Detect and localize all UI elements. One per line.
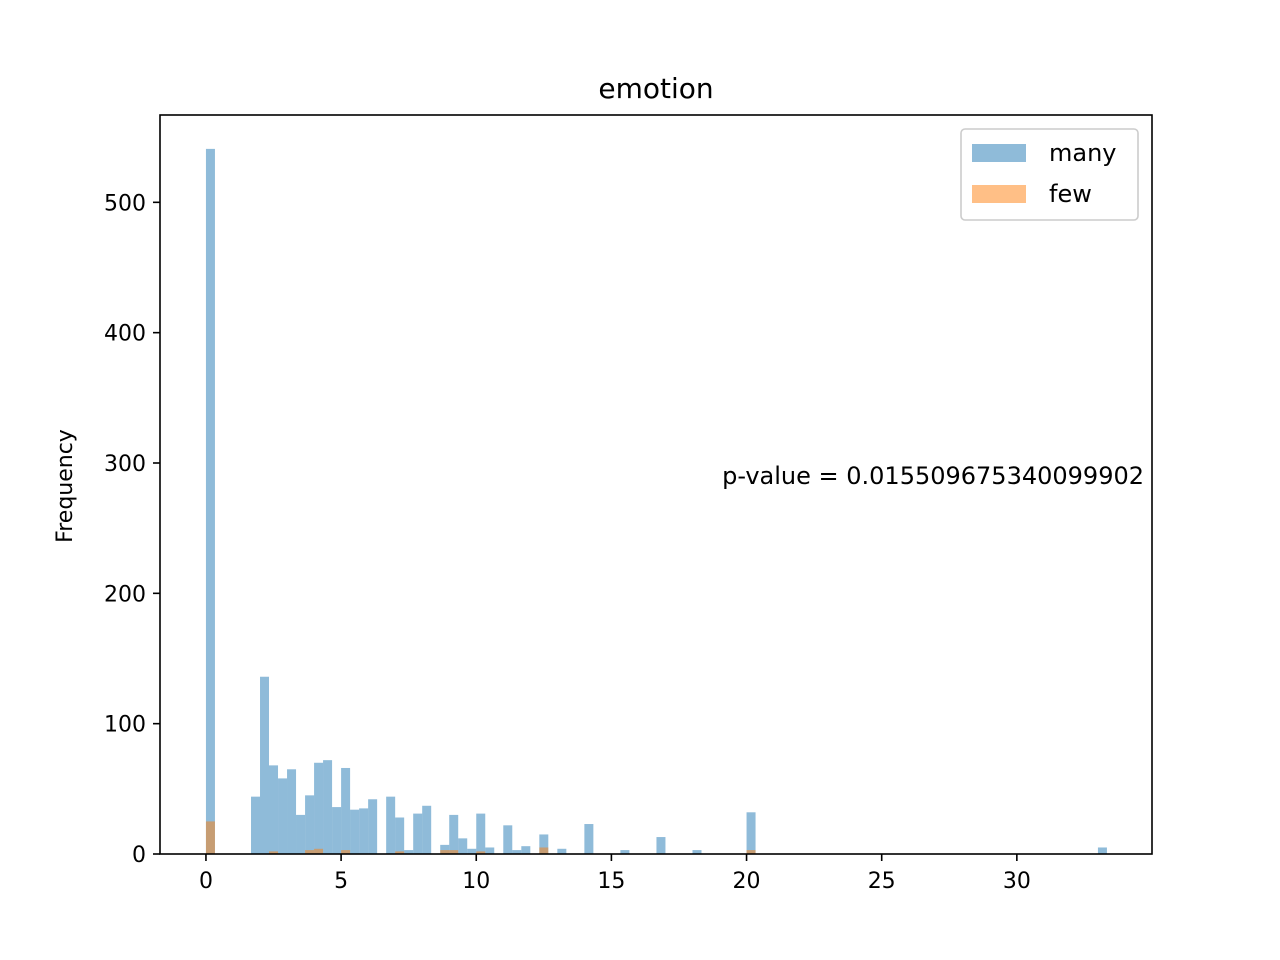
legend-label-few: few (1049, 180, 1092, 208)
y-tick-label: 500 (104, 191, 146, 216)
y-axis: 0 100 200 300 400 500 (104, 191, 160, 868)
bar-many-24 (467, 848, 477, 854)
bar-many-31 (557, 848, 567, 854)
legend-swatch-few (972, 185, 1026, 203)
bar-few-7 (449, 850, 459, 854)
x-tick-label: 30 (1003, 869, 1031, 894)
p-value-annotation: p-value = 0.015509675340099902 (722, 462, 1144, 490)
bar-few-9 (539, 847, 549, 854)
bar-many-9 (323, 760, 333, 854)
bar-many-16 (395, 817, 405, 854)
chart-title: emotion (598, 72, 713, 105)
bar-many-26 (485, 847, 495, 854)
y-tick-label: 100 (104, 713, 146, 738)
bar-few-0 (205, 821, 215, 854)
legend: many few (960, 128, 1139, 221)
legend-swatch-many (972, 144, 1026, 162)
bar-many-6 (296, 814, 306, 854)
bar-many-2 (260, 676, 270, 854)
bar-many-23 (458, 838, 468, 854)
y-tick-label: 200 (104, 582, 146, 607)
bar-many-4 (278, 778, 288, 854)
bar-many-21 (440, 844, 450, 854)
x-tick-label: 15 (597, 869, 625, 894)
bar-many-0 (205, 148, 215, 854)
bar-many-15 (386, 796, 396, 854)
bar-many-8 (314, 762, 324, 854)
bar-many-1 (251, 796, 261, 854)
series-few (205, 821, 756, 854)
bar-few-10 (746, 850, 756, 854)
bars-layer (205, 148, 1107, 854)
bar-few-1 (269, 851, 279, 854)
bar-few-5 (395, 851, 405, 854)
series-many (205, 148, 1107, 854)
bar-many-17 (404, 850, 414, 854)
bar-many-27 (503, 825, 513, 854)
bar-many-22 (449, 814, 459, 854)
bar-many-19 (422, 805, 432, 854)
bar-many-34 (656, 837, 666, 854)
x-axis: 0 5 10 15 20 25 30 (199, 854, 1031, 894)
bar-many-7 (305, 795, 315, 854)
bar-many-25 (476, 813, 486, 854)
bar-many-33 (620, 850, 630, 854)
bar-many-11 (341, 767, 351, 854)
x-tick-label: 10 (462, 869, 490, 894)
x-tick-label: 25 (868, 869, 896, 894)
bar-many-13 (359, 808, 369, 854)
plot-frame (159, 114, 1153, 855)
y-tick-label: 400 (104, 322, 146, 347)
bar-few-8 (476, 851, 486, 854)
bar-few-3 (314, 848, 324, 854)
x-tick-label: 5 (334, 869, 348, 894)
y-tick-label: 300 (104, 452, 146, 477)
y-axis-label: Frequency (53, 429, 78, 543)
bar-many-3 (269, 765, 279, 854)
bar-many-35 (692, 850, 702, 854)
bar-many-28 (512, 850, 522, 854)
legend-label-many: many (1049, 139, 1117, 167)
bar-few-2 (305, 850, 315, 854)
y-tick-label: 0 (132, 843, 146, 868)
bar-few-6 (440, 850, 450, 854)
bar-many-29 (521, 846, 531, 854)
bar-many-10 (332, 807, 342, 854)
x-tick-label: 20 (733, 869, 761, 894)
bar-many-36 (746, 812, 756, 854)
bar-many-32 (584, 824, 594, 854)
bar-many-14 (368, 799, 378, 854)
bar-many-12 (350, 809, 360, 854)
bar-many-30 (539, 834, 549, 854)
bar-many-37 (1097, 847, 1107, 854)
bar-few-4 (341, 850, 351, 854)
bar-many-18 (413, 813, 423, 854)
x-tick-label: 0 (199, 869, 213, 894)
bar-many-5 (287, 769, 297, 854)
